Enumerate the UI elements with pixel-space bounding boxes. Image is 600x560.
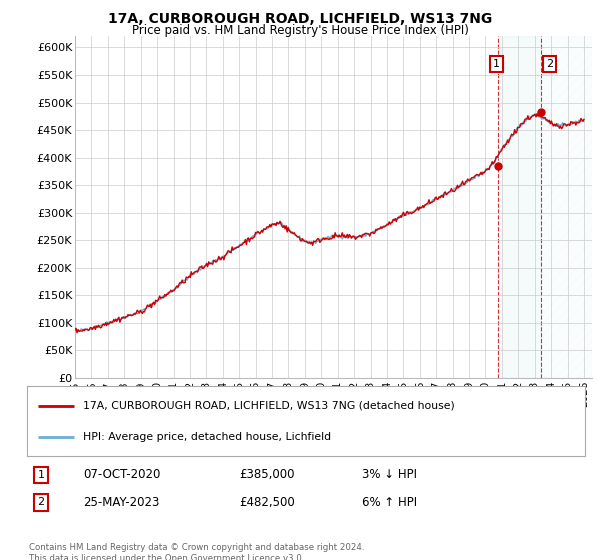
- Text: 17A, CURBOROUGH ROAD, LICHFIELD, WS13 7NG (detached house): 17A, CURBOROUGH ROAD, LICHFIELD, WS13 7N…: [83, 401, 455, 411]
- Text: 2: 2: [546, 59, 553, 69]
- Text: 1: 1: [37, 470, 44, 480]
- Text: 6% ↑ HPI: 6% ↑ HPI: [362, 496, 417, 509]
- Text: Price paid vs. HM Land Registry's House Price Index (HPI): Price paid vs. HM Land Registry's House …: [131, 24, 469, 37]
- Text: HPI: Average price, detached house, Lichfield: HPI: Average price, detached house, Lich…: [83, 432, 331, 442]
- Text: 2: 2: [37, 497, 44, 507]
- Bar: [498, 36, 541, 378]
- Text: 17A, CURBOROUGH ROAD, LICHFIELD, WS13 7NG: 17A, CURBOROUGH ROAD, LICHFIELD, WS13 7N…: [108, 12, 492, 26]
- Text: 25-MAY-2023: 25-MAY-2023: [83, 496, 159, 509]
- Text: £482,500: £482,500: [239, 496, 295, 509]
- Bar: [541, 36, 592, 378]
- Text: 3% ↓ HPI: 3% ↓ HPI: [362, 468, 417, 482]
- Text: Contains HM Land Registry data © Crown copyright and database right 2024.
This d: Contains HM Land Registry data © Crown c…: [29, 543, 364, 560]
- Text: 1: 1: [493, 59, 500, 69]
- Text: £385,000: £385,000: [239, 468, 295, 482]
- Text: 07-OCT-2020: 07-OCT-2020: [83, 468, 160, 482]
